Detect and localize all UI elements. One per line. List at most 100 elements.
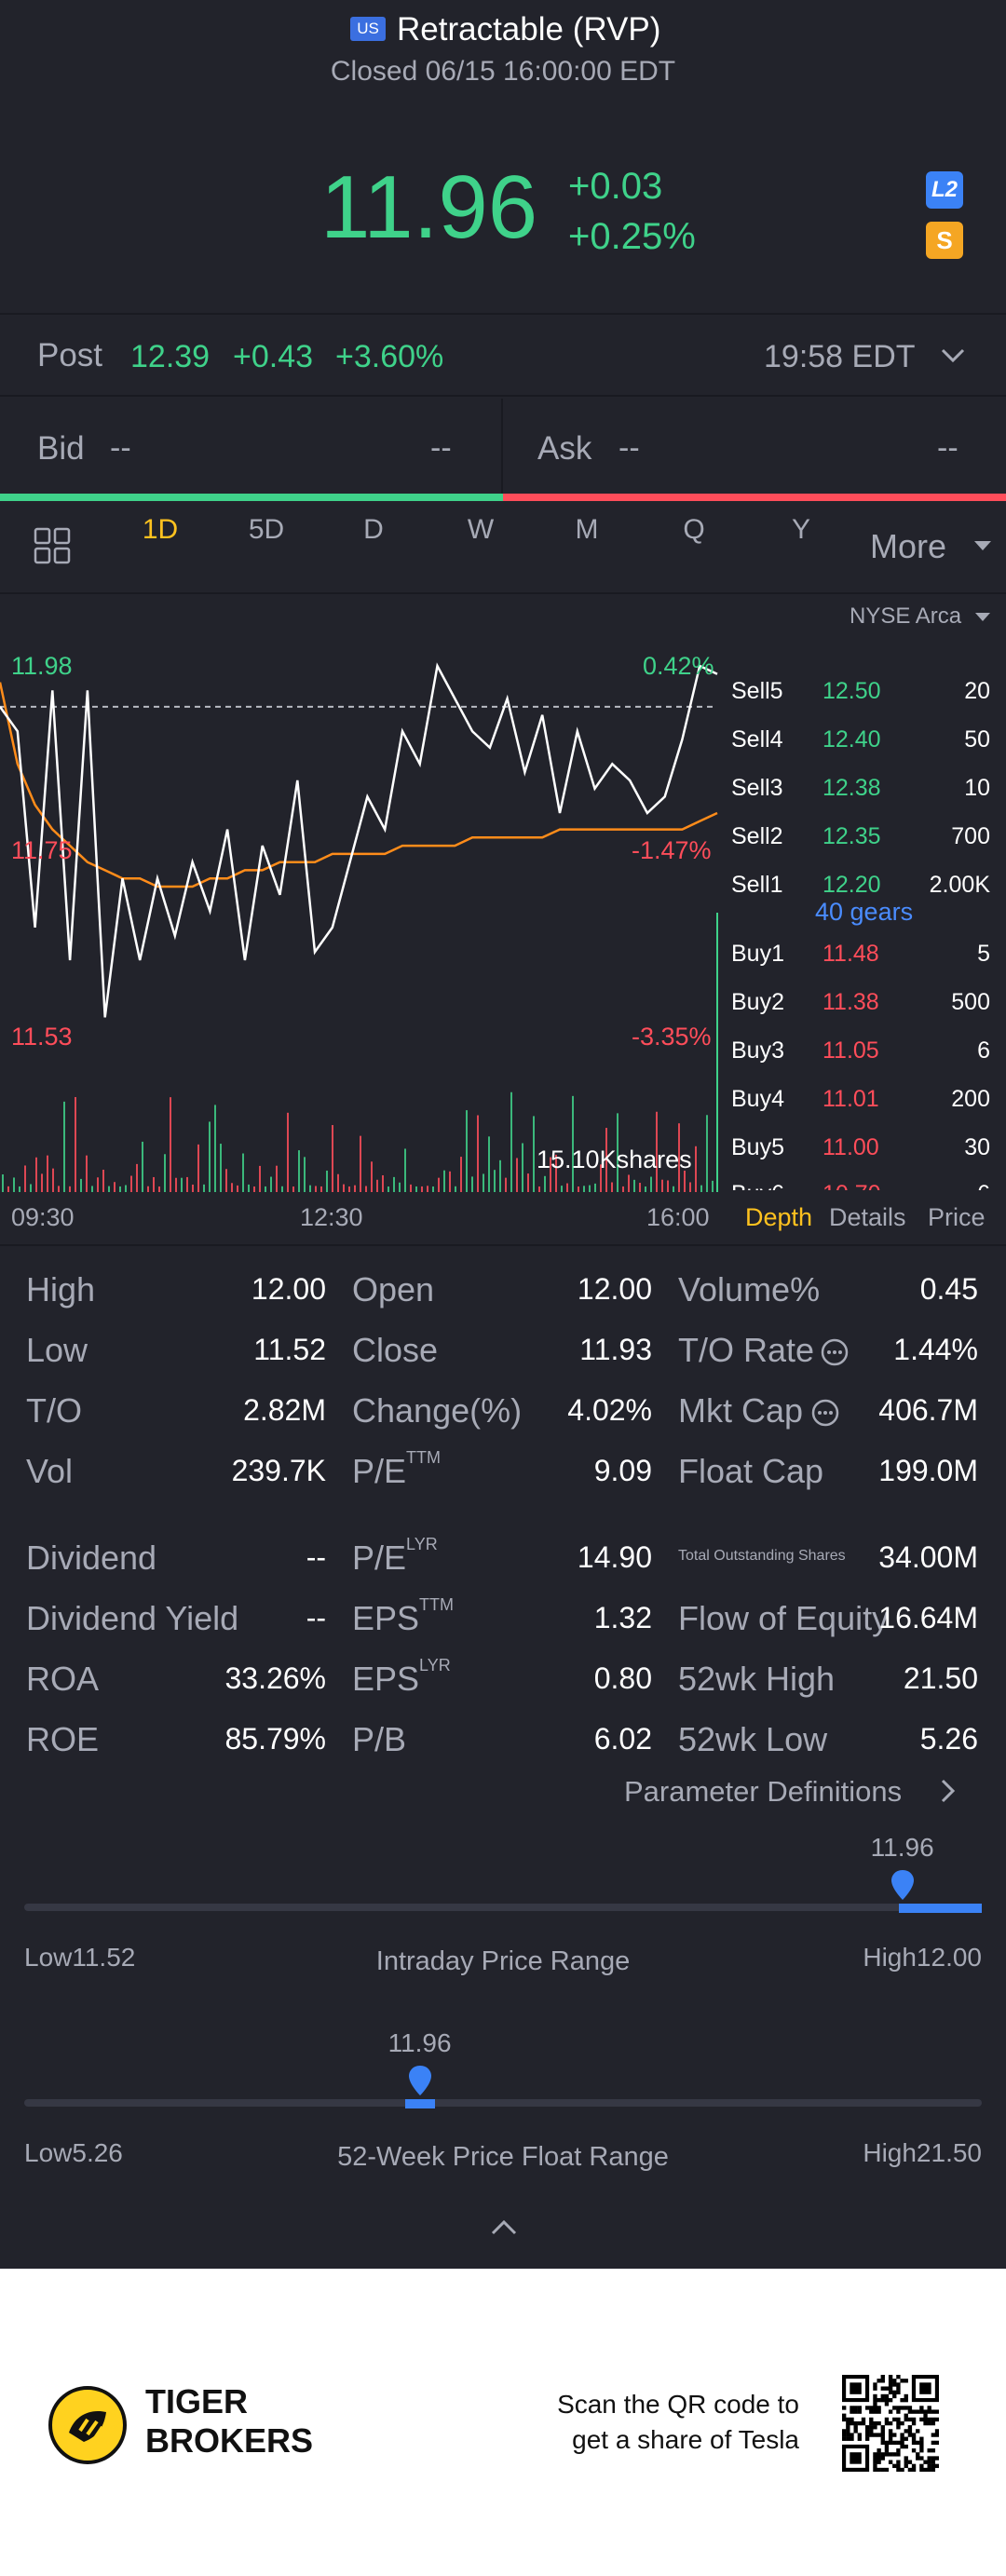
average-price-line [0, 682, 718, 888]
volume-bar [399, 1182, 401, 1192]
chevron-down-icon[interactable] [939, 345, 967, 367]
sell-level-label: Sell4 [731, 726, 783, 752]
volume-bar [510, 1091, 512, 1192]
volume-bar [35, 1157, 37, 1192]
volume-bar [365, 1186, 367, 1192]
volume-bar [460, 1157, 462, 1192]
bid-size: -- [430, 430, 452, 466]
stat-value-mkt-cap: 406.7M [878, 1393, 978, 1427]
sell-level-label: Sell3 [731, 775, 783, 801]
info-icon[interactable] [810, 1398, 840, 1428]
tab-5d[interactable]: 5D [248, 514, 285, 545]
stat-value-roe: 85.79% [224, 1722, 326, 1756]
bid-label: Bid [37, 430, 85, 467]
tab-w[interactable]: W [467, 514, 495, 545]
volume-bar [276, 1165, 278, 1192]
volume-bar [371, 1161, 373, 1192]
stat-label-dividend: Dividend [26, 1539, 157, 1577]
volume-bar [505, 1177, 507, 1192]
time-label-mid: 12:30 [300, 1203, 363, 1231]
market-status: Closed 06/15 16:00:00 EDT [330, 56, 676, 87]
tab-details[interactable]: Details [829, 1203, 906, 1231]
stat-label-eps-lyr: EPSLYR [352, 1656, 451, 1699]
volume-bar [550, 1157, 551, 1192]
stat-value-dividend-yield: -- [306, 1601, 326, 1634]
tab-1d[interactable]: 1D [142, 514, 179, 545]
volume-bar [119, 1186, 121, 1192]
tab-depth[interactable]: Depth [745, 1203, 813, 1231]
volume-bar [438, 1177, 440, 1192]
chart-type-grid-icon[interactable] [34, 527, 71, 564]
s-badge-icon[interactable]: S [926, 222, 963, 259]
week52-marker-value: 11.96 [387, 2028, 452, 2057]
stat-label-roe: ROE [26, 1720, 100, 1758]
exchange-caret-icon[interactable] [974, 611, 991, 624]
chevron-right-icon[interactable] [939, 1777, 958, 1805]
order-book-sell-row: Sell1 12.20 2.00K [731, 862, 1001, 909]
exchange-label: NYSE Arca [850, 603, 962, 629]
buy-level-label: Buy6 [731, 1181, 784, 1190]
stat-value-52wk-high: 21.50 [903, 1661, 978, 1695]
tab-m[interactable]: M [575, 514, 599, 545]
volume-bar [684, 1170, 686, 1192]
volume-bars [2, 1091, 714, 1192]
ask-volume-bar [503, 494, 1006, 501]
intraday-chart-svg[interactable] [0, 596, 722, 1192]
volume-bar [91, 1186, 93, 1192]
bid-price: -- [110, 430, 131, 466]
buy-level-label: Buy2 [731, 989, 784, 1015]
volume-bar [611, 1182, 613, 1192]
volume-bar [617, 1113, 619, 1192]
volume-bar [561, 1186, 563, 1192]
stat-value-close: 11.93 [579, 1333, 652, 1366]
volume-bar [337, 1173, 339, 1192]
chart-price-high: 11.98 [11, 652, 73, 680]
intraday-title: Intraday Price Range [375, 1946, 631, 1976]
intraday-track [24, 1904, 982, 1911]
tab-d[interactable]: D [363, 514, 384, 545]
volume-bar [86, 1155, 88, 1192]
volume-bar [209, 1121, 211, 1192]
stat-label-52wk-high: 52wk High [678, 1660, 836, 1698]
level2-badge-icon[interactable]: L2 [926, 171, 963, 209]
volume-bar [645, 1186, 646, 1192]
buy-price: 11.48 [822, 941, 879, 967]
market-badge: US [350, 17, 386, 41]
parameter-definitions-link[interactable]: Parameter Definitions [624, 1775, 903, 1808]
tab-price[interactable]: Price [928, 1203, 986, 1231]
buy-level-label: Buy3 [731, 1037, 784, 1064]
volume-bar [186, 1176, 188, 1192]
ask-price: -- [619, 430, 640, 466]
volume-bar [102, 1169, 104, 1192]
ask-label: Ask [537, 430, 592, 467]
info-icon[interactable] [820, 1337, 850, 1367]
caret-down-icon[interactable] [972, 538, 993, 553]
sell-price: 12.35 [822, 823, 881, 849]
volume-bar [75, 1096, 76, 1192]
volume-bar [147, 1186, 149, 1192]
volume-bar [443, 1170, 445, 1192]
intraday-low: Low11.52 [24, 1943, 136, 1972]
eps-ttm-text: EPS [352, 1599, 420, 1637]
price-change: +0.03 [568, 166, 663, 207]
tab-y[interactable]: Y [791, 514, 810, 545]
stat-value-pe-ttm: 9.09 [593, 1454, 652, 1487]
post-price: 12.39 [130, 339, 211, 374]
volume-bar [382, 1174, 384, 1192]
volume-bar [7, 1186, 9, 1192]
buy-level-label: Buy4 [731, 1086, 784, 1112]
volume-bar [483, 1173, 484, 1192]
tiger-logo-icon [48, 2386, 127, 2464]
volume-bar [527, 1173, 529, 1192]
collapse-chevron-up-icon[interactable] [490, 2217, 518, 2237]
intraday-high: High12.00 [863, 1943, 982, 1972]
tab-more[interactable]: More [870, 527, 947, 565]
stat-value-eps-lyr: 0.80 [593, 1661, 652, 1695]
volume-bar [376, 1179, 378, 1192]
volume-bar [114, 1182, 116, 1192]
tab-q[interactable]: Q [683, 514, 705, 545]
volume-bar [449, 1171, 451, 1192]
volume-bar [24, 1165, 26, 1192]
last-price: 11.96 [320, 157, 538, 257]
pe-lyr-sup: LYR [406, 1535, 438, 1553]
